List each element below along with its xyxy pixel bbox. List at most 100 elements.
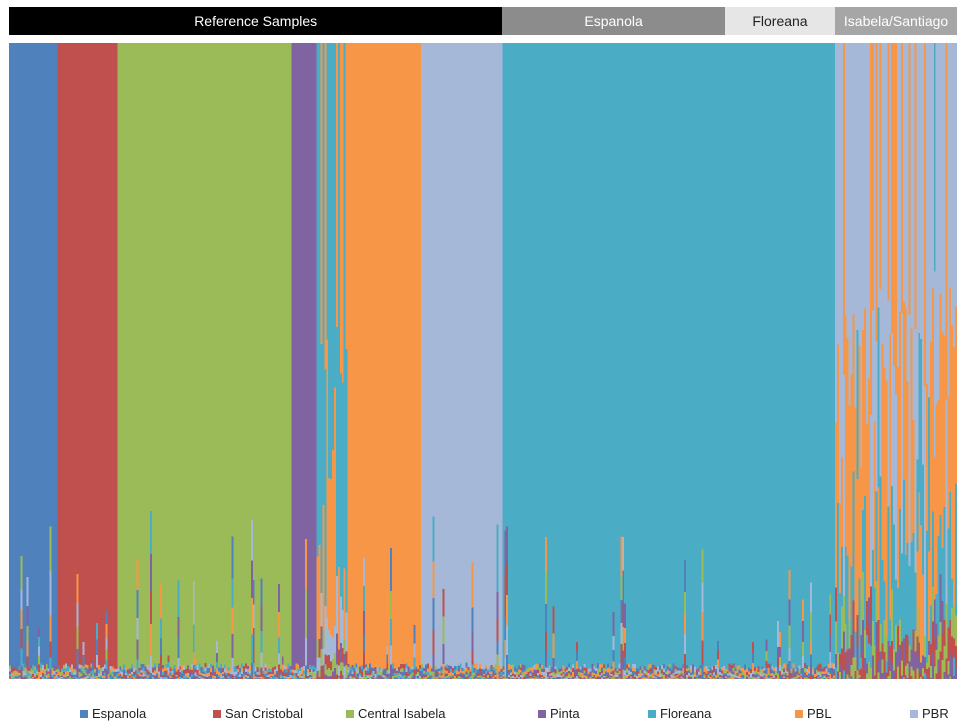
bar-segment-pbl — [775, 678, 778, 679]
bar-segment-floreana — [337, 43, 341, 567]
bar-segment-central-isabela — [955, 615, 957, 647]
bar-segment-central-isabela — [392, 676, 395, 679]
bar-segment-san-cristobal — [246, 674, 250, 677]
bar-segment-san-cristobal — [417, 669, 420, 672]
bar-segment-san-cristobal — [117, 677, 120, 679]
bar-segment-pbr — [483, 43, 486, 670]
bar-segment-floreana — [813, 43, 817, 668]
bar-segment-pbr — [496, 43, 499, 525]
bar-segment-floreana — [461, 677, 465, 679]
bar-segment-pinta — [926, 674, 929, 679]
bar-segment-pbl — [519, 669, 523, 673]
bar-segment-pbr — [943, 43, 946, 337]
bar-segment-espanola — [61, 678, 64, 679]
bar-segment-pbl — [295, 663, 298, 668]
bar-segment-san-cristobal — [918, 671, 921, 679]
bar-segment-floreana — [521, 43, 525, 665]
bar-segment-floreana — [705, 43, 708, 666]
bar-segment-central-isabela — [138, 43, 141, 669]
bar-segment-pbr — [599, 674, 602, 677]
bar-segment-central-isabela — [186, 43, 190, 666]
bar-segment-espanola — [53, 43, 56, 666]
bar-segment-central-isabela — [303, 674, 306, 678]
bar-segment-pbr — [639, 675, 643, 677]
bar-segment-pinta — [705, 673, 708, 676]
bar-segment-pinta — [502, 676, 505, 678]
bar-segment-pbr — [297, 672, 300, 676]
bar-segment-pbr — [504, 658, 507, 675]
bar-segment-pbl — [179, 677, 182, 679]
bar-segment-pbr — [666, 672, 670, 675]
bar-segment-pbl — [190, 667, 194, 670]
bar-segment-pbr — [320, 592, 323, 627]
bar-segment-central-isabela — [223, 43, 227, 665]
bar-segment-san-cristobal — [550, 675, 554, 677]
bar-segment-espanola — [96, 639, 99, 655]
bar-segment-central-isabela — [871, 621, 875, 656]
bar-segment-pinta — [237, 672, 240, 676]
bar-segment-pbr — [519, 674, 523, 678]
bar-segment-pbr — [349, 675, 352, 679]
bar-segment-espanola — [724, 673, 728, 676]
bar-segment-pbr — [299, 670, 302, 674]
bar-segment-floreana — [746, 43, 749, 669]
legend-label: San Cristobal — [225, 706, 304, 721]
bar-segment-espanola — [585, 674, 588, 677]
bar-segment-pbr — [631, 663, 635, 668]
bar-segment-pbl — [579, 672, 583, 675]
bar-segment-pinta — [38, 627, 41, 637]
bar-segment-pinta — [432, 654, 436, 672]
bar-segment-espanola — [690, 672, 693, 675]
bar-segment-espanola — [746, 676, 749, 678]
bar-segment-pbr — [585, 677, 588, 679]
bar-segment-pbl — [359, 43, 362, 667]
bar-segment-espanola — [165, 673, 169, 676]
bar-segment-san-cristobal — [299, 677, 302, 679]
bar-segment-floreana — [606, 43, 610, 664]
bar-segment-san-cristobal — [808, 677, 811, 679]
bar-segment-pinta — [39, 676, 43, 679]
bar-segment-central-isabela — [175, 43, 178, 667]
bar-segment-san-cristobal — [26, 656, 29, 671]
bar-segment-san-cristobal — [568, 670, 571, 674]
bar-segment-espanola — [45, 43, 49, 664]
bar-segment-san-cristobal — [159, 655, 163, 669]
bar-segment-san-cristobal — [599, 677, 602, 679]
bar-segment-pbl — [631, 667, 635, 672]
bar-segment-pinta — [809, 665, 813, 677]
bar-segment-floreana — [798, 43, 801, 666]
bar-segment-floreana — [157, 677, 161, 679]
bar-segment-espanola — [179, 674, 182, 678]
bar-segment-pbr — [233, 672, 236, 676]
bar-segment-pbr — [152, 672, 155, 675]
bar-segment-pinta — [873, 677, 877, 679]
bar-segment-pbl — [765, 673, 768, 678]
bar-segment-floreana — [318, 43, 321, 546]
bar-segment-pbl — [477, 675, 480, 678]
bar-segment-central-isabela — [490, 678, 494, 679]
bar-segment-espanola — [415, 667, 418, 671]
bar-segment-pbr — [571, 664, 575, 669]
bar-segment-pbr — [579, 666, 583, 670]
bar-segment-espanola — [510, 669, 513, 673]
bar-segment-central-isabela — [208, 43, 211, 664]
bar-segment-pbr — [893, 365, 896, 525]
bar-segment-pbr — [157, 671, 161, 675]
bar-segment-central-isabela — [877, 672, 881, 679]
bar-segment-san-cristobal — [902, 662, 906, 678]
bar-segment-central-isabela — [121, 43, 124, 669]
bar-segment-floreana — [724, 43, 728, 669]
bar-segment-san-cristobal — [144, 677, 147, 679]
bar-segment-pbr — [96, 654, 99, 668]
bar-segment-pbr — [779, 665, 782, 671]
bar-segment-pbl — [194, 659, 198, 665]
bar-segment-espanola — [471, 607, 474, 632]
bar-segment-pbl — [668, 670, 672, 674]
bar-segment-espanola — [765, 667, 768, 674]
bar-segment-espanola — [395, 677, 399, 679]
bar-segment-pbl — [686, 668, 689, 671]
bar-segment-floreana — [765, 43, 768, 640]
bar-segment-pinta — [30, 664, 33, 669]
bar-segment-central-isabela — [26, 626, 29, 642]
bar-segment-pbr — [421, 43, 424, 664]
